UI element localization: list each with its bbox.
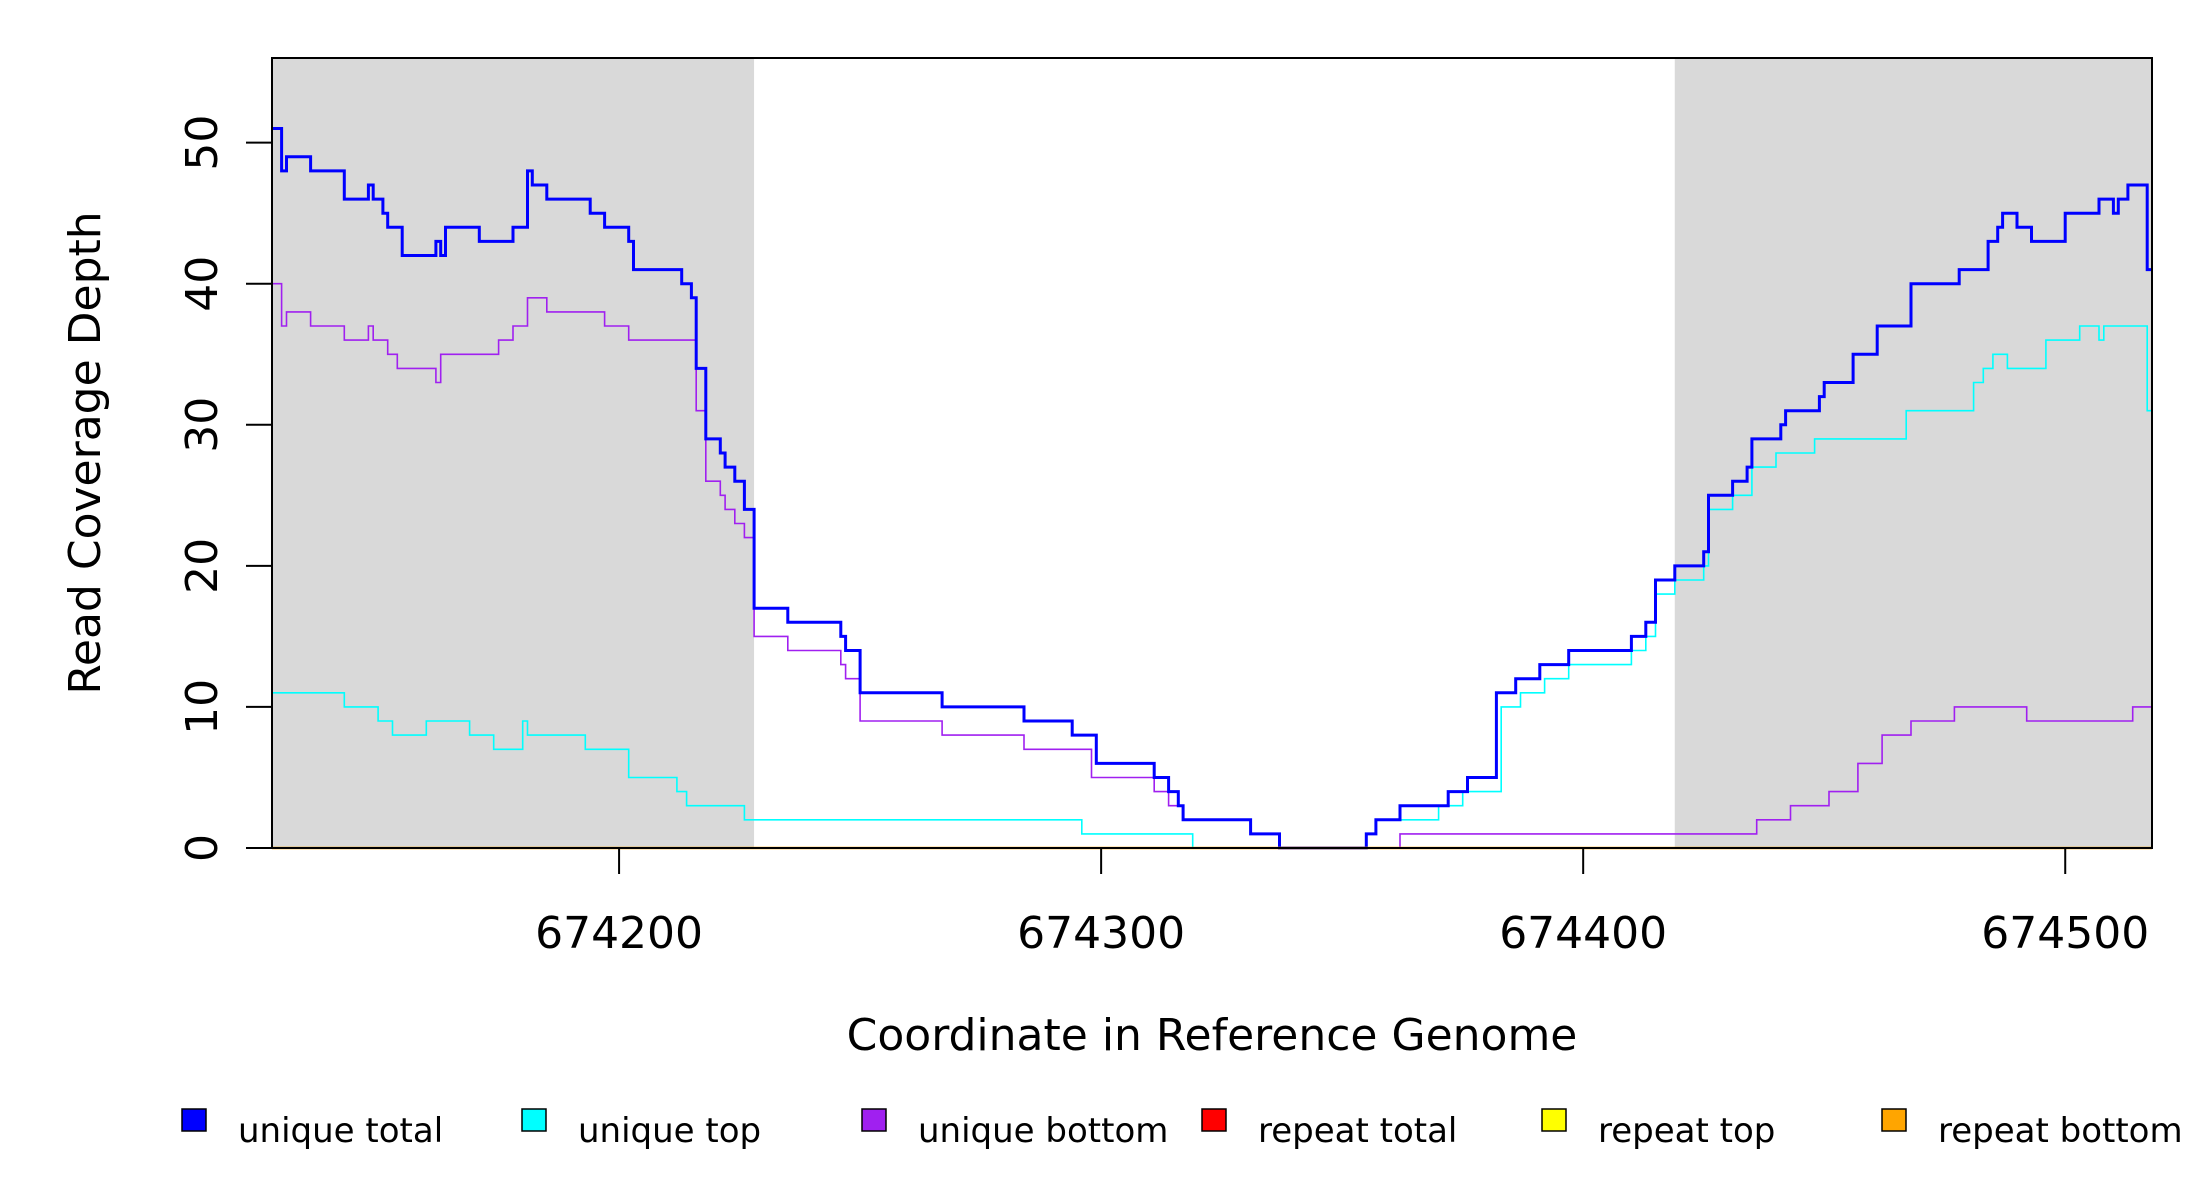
y-tick-label-0: 0 xyxy=(177,834,228,862)
legend-swatch-repeat-top xyxy=(1541,1108,1567,1132)
legend-swatch-unique-total xyxy=(181,1108,207,1132)
legend-swatch-repeat-bottom xyxy=(1881,1108,1907,1132)
legend-label-unique-bottom: unique bottom xyxy=(918,1111,1168,1151)
shaded-regions xyxy=(272,58,2152,848)
x-tick-label-674300: 674300 xyxy=(1017,908,1185,959)
x-tick-label-674400: 674400 xyxy=(1499,908,1667,959)
x-tick-label-674200: 674200 xyxy=(535,908,703,959)
y-tick-label-50: 50 xyxy=(177,115,228,171)
plot-frame xyxy=(271,57,2153,849)
series-line-unique-total xyxy=(272,127,2152,850)
y-axis-title: Read Coverage Depth xyxy=(60,211,111,694)
x-tick-label-674500: 674500 xyxy=(1981,908,2149,959)
series-line-unique-top xyxy=(272,325,2152,849)
y-axis: 0 10 20 30 40 50 xyxy=(177,115,272,862)
legend-label-repeat-top: repeat top xyxy=(1598,1111,1775,1151)
legend-label-repeat-bottom: repeat bottom xyxy=(1938,1111,2183,1151)
y-tick-label-10: 10 xyxy=(177,679,228,735)
x-axis-title: Coordinate in Reference Genome xyxy=(847,1010,1578,1061)
y-tick-label-20: 20 xyxy=(177,538,228,594)
y-tick-label-40: 40 xyxy=(177,256,228,312)
shaded-region-2 xyxy=(1674,58,2152,848)
legend-label-unique-total: unique total xyxy=(238,1111,443,1151)
y-tick-label-30: 30 xyxy=(177,397,228,453)
shaded-region-1 xyxy=(272,58,755,848)
legend-label-repeat-total: repeat total xyxy=(1258,1111,1457,1151)
x-axis: 674200 674300 674400 674500 xyxy=(535,848,2149,959)
legend: unique total unique top unique bottom repea… xyxy=(181,1108,2183,1151)
legend-swatch-unique-bottom xyxy=(861,1108,887,1132)
legend-label-unique-top: unique top xyxy=(578,1111,761,1151)
legend-swatch-unique-top xyxy=(521,1108,547,1132)
legend-swatch-repeat-total xyxy=(1201,1108,1227,1132)
